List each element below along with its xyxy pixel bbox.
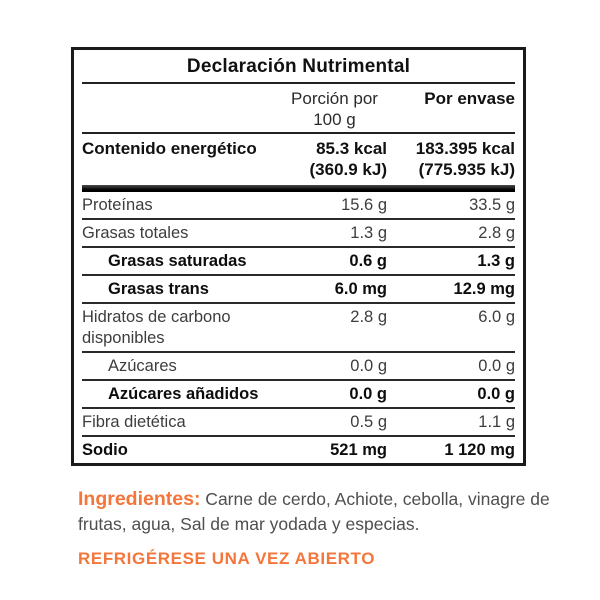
nutrient-label: Fibra dietética (82, 413, 186, 431)
nutrient-row: Fibra dietética 0.5 g 1.1 g (82, 409, 515, 437)
energy-row: Contenido energético 85.3 kcal (360.9 kJ… (82, 134, 515, 184)
nutrient-value-per100g: 6.0 mg (334, 280, 387, 298)
ingredients-paragraph: Ingredientes: Carne de cerdo, Achiote, c… (78, 487, 552, 537)
nutrient-label: Azúcares añadidos (108, 385, 259, 403)
nutrient-value-package: 1.1 g (478, 413, 515, 431)
nutrient-row: Azúcares 0.0 g 0.0 g (82, 353, 515, 381)
nutrient-label: Proteínas (82, 196, 153, 214)
nutrient-label: Grasas totales (82, 224, 189, 242)
per-portion-header-line2: 100 g (313, 110, 356, 129)
nutrient-value-package: 2.8 g (478, 224, 515, 242)
nutrient-row: Proteínas 15.6 g 33.5 g (82, 192, 515, 220)
per-portion-header-line1: Porción por (291, 89, 378, 108)
nutrient-value-per100g: 0.5 g (350, 413, 387, 431)
energy-package: 183.395 kcal (775.935 kJ) (387, 138, 515, 180)
nutrition-title: Declaración Nutrimental (186, 56, 411, 77)
nutrient-value-package: 12.9 mg (453, 280, 515, 298)
header-spacer (82, 88, 282, 130)
nutrient-value-per100g: 2.8 g (350, 308, 387, 326)
storage-warning: REFRIGÉRESE UNA VEZ ABIERTO (78, 549, 376, 568)
nutrient-value-package: 6.0 g (478, 308, 515, 326)
nutrition-facts-box: Declaración Nutrimental Porción por 100 … (71, 47, 526, 466)
per-portion-header: Porción por 100 g (282, 88, 387, 130)
divider-under-headers (82, 132, 515, 134)
nutrient-value-per100g: 0.6 g (349, 252, 387, 270)
nutrient-label: Hidratos de carbono disponibles (82, 308, 231, 347)
energy-per100g-kcal: 85.3 kcal (316, 139, 387, 158)
nutrient-row: Azúcares añadidos 0.0 g 0.0 g (82, 381, 515, 409)
nutrient-label: Grasas saturadas (108, 252, 247, 270)
nutrient-value-package: 0.0 g (477, 385, 515, 403)
nutrient-label: Sodio (82, 441, 128, 459)
nutrient-row: Sodio 521 mg 1 120 mg (82, 437, 515, 463)
thick-separator-bar (82, 185, 515, 192)
nutrient-value-per100g: 0.0 g (349, 385, 387, 403)
energy-per100g: 85.3 kcal (360.9 kJ) (282, 138, 388, 180)
nutrient-value-per100g: 15.6 g (341, 196, 387, 214)
nutrient-rows: Proteínas 15.6 g 33.5 g Grasas totales 1… (82, 192, 515, 463)
energy-package-kj: (775.935 kJ) (418, 160, 515, 179)
nutrient-value-package: 0.0 g (478, 357, 515, 375)
nutrient-value-package: 1.3 g (477, 252, 515, 270)
nutrient-value-per100g: 0.0 g (350, 357, 387, 375)
energy-label: Contenido energético (82, 139, 257, 158)
nutrient-label: Azúcares (108, 357, 177, 375)
ingredients-heading: Ingredientes: (78, 488, 201, 510)
divider-under-title (82, 82, 515, 84)
nutrient-row: Grasas totales 1.3 g 2.8 g (82, 220, 515, 248)
nutrient-value-package: 1 120 mg (444, 441, 515, 459)
nutrient-value-per100g: 521 mg (330, 441, 387, 459)
nutrient-value-per100g: 1.3 g (350, 224, 387, 242)
ingredients-text: Carne de cerdo, Achiote, cebolla, vinagr… (78, 489, 550, 534)
nutrient-value-package: 33.5 g (469, 196, 515, 214)
nutrient-row: Hidratos de carbono disponibles 2.8 g 6.… (82, 304, 515, 353)
per-package-header: Por envase (424, 89, 515, 108)
nutrient-label: Grasas trans (108, 280, 209, 298)
column-headers: Porción por 100 g Por envase (82, 84, 515, 132)
energy-package-kcal: 183.395 kcal (415, 139, 515, 158)
nutrient-row: Grasas trans 6.0 mg 12.9 mg (82, 276, 515, 304)
nutrient-row: Grasas saturadas 0.6 g 1.3 g (82, 248, 515, 276)
energy-per100g-kj: (360.9 kJ) (309, 160, 388, 179)
